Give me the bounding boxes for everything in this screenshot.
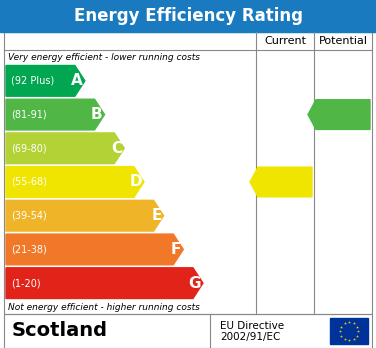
Text: 62: 62 xyxy=(274,174,296,190)
Polygon shape xyxy=(308,100,370,129)
Text: Energy Efficiency Rating: Energy Efficiency Rating xyxy=(73,7,303,25)
Polygon shape xyxy=(250,167,312,197)
Polygon shape xyxy=(6,133,124,164)
Polygon shape xyxy=(6,167,144,197)
Text: (39-54): (39-54) xyxy=(11,211,47,221)
Text: E: E xyxy=(151,208,162,223)
Text: A: A xyxy=(71,73,83,88)
Polygon shape xyxy=(6,65,85,96)
Text: Current: Current xyxy=(264,36,306,46)
Text: (92 Plus): (92 Plus) xyxy=(11,76,54,86)
Text: B: B xyxy=(91,107,103,122)
Bar xyxy=(330,318,368,344)
Text: EU Directive: EU Directive xyxy=(220,321,284,331)
Text: (55-68): (55-68) xyxy=(11,177,47,187)
Polygon shape xyxy=(6,268,203,299)
Polygon shape xyxy=(6,200,164,231)
Text: Not energy efficient - higher running costs: Not energy efficient - higher running co… xyxy=(8,302,200,311)
Text: G: G xyxy=(188,276,201,291)
Text: D: D xyxy=(129,174,142,190)
Polygon shape xyxy=(6,234,183,265)
Text: (81-91): (81-91) xyxy=(11,110,47,120)
Bar xyxy=(4,314,372,348)
Bar xyxy=(0,0,376,32)
Text: 82: 82 xyxy=(332,107,354,122)
Polygon shape xyxy=(6,99,105,130)
Text: Potential: Potential xyxy=(318,36,367,46)
Text: 2002/91/EC: 2002/91/EC xyxy=(220,332,280,342)
Text: C: C xyxy=(111,141,122,156)
Text: (69-80): (69-80) xyxy=(11,143,47,153)
Text: Very energy efficient - lower running costs: Very energy efficient - lower running co… xyxy=(8,53,200,62)
Text: (21-38): (21-38) xyxy=(11,244,47,254)
Bar xyxy=(4,32,372,314)
Text: F: F xyxy=(171,242,181,257)
Text: Scotland: Scotland xyxy=(12,322,108,340)
Text: (1-20): (1-20) xyxy=(11,278,41,288)
